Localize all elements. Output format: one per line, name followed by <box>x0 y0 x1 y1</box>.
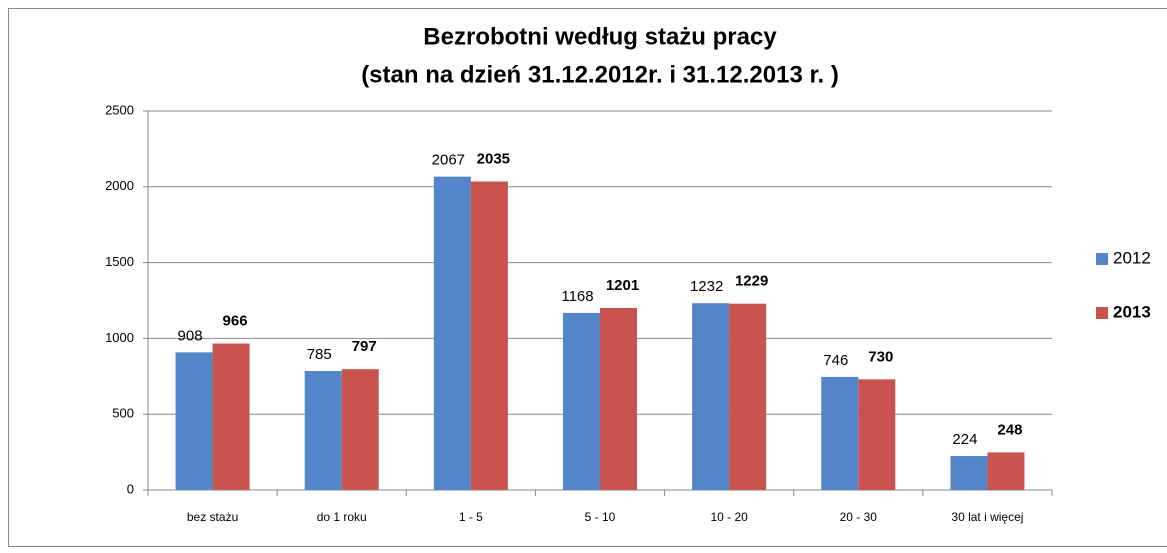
bar <box>563 312 600 490</box>
chart-title: (stan na dzień 31.12.2012r. i 31.12.2013… <box>361 61 839 88</box>
data-label: 1229 <box>735 273 768 290</box>
y-tick-label: 2500 <box>105 102 134 117</box>
data-label: 1168 <box>561 288 593 305</box>
bar <box>175 352 213 490</box>
x-tick-label: 1 - 5 <box>459 510 483 524</box>
data-label: 248 <box>997 421 1022 438</box>
x-tick-label: 30 lat i więcej <box>951 510 1023 524</box>
legend-swatch <box>1096 307 1108 319</box>
x-tick-label: do 1 roku <box>317 510 367 524</box>
data-label: 966 <box>223 313 248 330</box>
data-label: 1232 <box>690 278 723 295</box>
bar <box>600 307 637 490</box>
y-tick-label: 0 <box>127 481 134 496</box>
data-label: 785 <box>307 346 332 363</box>
chart-title: Bezrobotni według stażu pracy <box>423 23 777 50</box>
bar <box>433 176 471 490</box>
bar <box>212 343 250 490</box>
bar <box>341 369 379 490</box>
x-tick-label: 20 - 30 <box>840 510 878 524</box>
y-tick-label: 1500 <box>105 254 134 269</box>
legend-label: 2013 <box>1113 302 1151 321</box>
bar <box>858 379 896 490</box>
bar <box>821 376 859 490</box>
y-tick-label: 500 <box>112 406 134 421</box>
legend-swatch <box>1096 253 1108 265</box>
legend-label: 2012 <box>1113 248 1151 267</box>
data-label: 797 <box>352 338 377 355</box>
bar <box>692 303 730 490</box>
data-label: 746 <box>823 352 848 369</box>
bar <box>987 452 1025 490</box>
y-tick-label: 2000 <box>105 178 134 193</box>
bar <box>950 456 988 490</box>
data-label: 224 <box>952 431 977 448</box>
data-label: 908 <box>178 327 203 344</box>
x-tick-label: bez stażu <box>187 510 238 524</box>
bar <box>304 370 342 490</box>
data-label: 730 <box>868 348 893 365</box>
data-label: 2035 <box>477 150 510 167</box>
x-tick-label: 10 - 20 <box>710 510 748 524</box>
x-tick-label: 5 - 10 <box>585 510 616 524</box>
y-tick-label: 1000 <box>105 330 134 345</box>
bar <box>470 181 508 490</box>
bar <box>729 303 767 490</box>
data-label: 2067 <box>432 152 465 169</box>
data-label: 1201 <box>606 277 639 294</box>
